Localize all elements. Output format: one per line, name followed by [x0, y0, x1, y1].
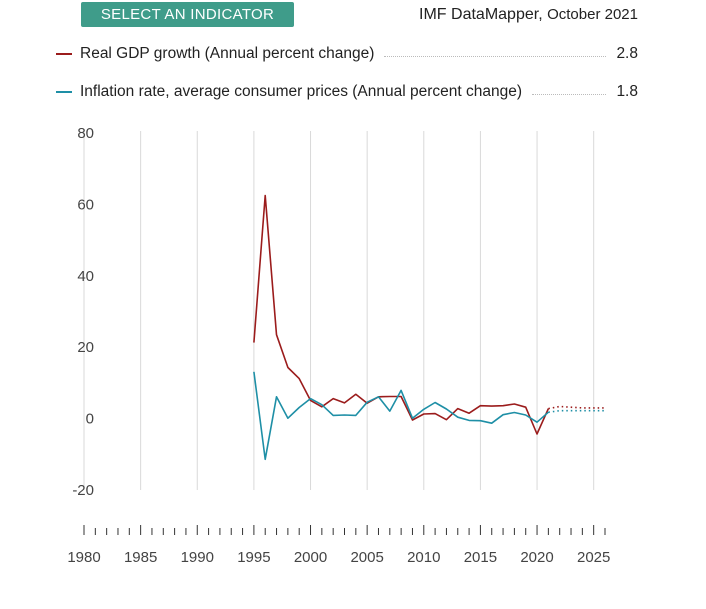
x-tick-label-1985: 1985: [124, 549, 157, 566]
x-tick-label-2010: 2010: [407, 549, 440, 566]
legend-label-inflation: Inflation rate, average consumer prices …: [80, 83, 522, 100]
y-tick-label-20: 20: [77, 339, 94, 356]
legend-swatch-gdp: [56, 53, 72, 55]
x-tick-label-2005: 2005: [350, 549, 383, 566]
legend-swatch-inflation: [56, 91, 72, 93]
x-tick-label-2025: 2025: [577, 549, 610, 566]
series-projection-0: [548, 405, 605, 410]
y-tick-label-0: 0: [86, 411, 94, 428]
legend-label-gdp: Real GDP growth (Annual percent change): [80, 45, 375, 62]
y-tick-label-60: 60: [77, 196, 94, 213]
legend-leader-gdp: [384, 55, 607, 57]
y-tick-label-40: 40: [77, 268, 94, 285]
legend-leader-inflation: [532, 93, 607, 95]
source-date: October 2021: [547, 6, 638, 23]
source-label: IMF DataMapper, October 2021: [419, 6, 638, 24]
legend-item-gdp[interactable]: Real GDP growth (Annual percent change) …: [56, 43, 638, 65]
x-tick-label-2015: 2015: [464, 549, 497, 566]
series-line-0: [253, 194, 550, 435]
y-tick-label--20: -20: [72, 482, 94, 499]
x-tick-label-1995: 1995: [237, 549, 270, 566]
legend-item-inflation[interactable]: Inflation rate, average consumer prices …: [56, 81, 638, 103]
x-tick-label-1990: 1990: [181, 549, 214, 566]
x-tick-label-2000: 2000: [294, 549, 327, 566]
source-name: IMF DataMapper,: [419, 6, 543, 23]
x-tick-label-2020: 2020: [520, 549, 553, 566]
select-indicator-button[interactable]: SELECT AN INDICATOR: [81, 2, 294, 27]
x-tick-label-1980: 1980: [67, 549, 100, 566]
series-projection-1: [548, 409, 605, 413]
legend-value-inflation: 1.8: [616, 83, 638, 100]
y-tick-label-80: 80: [77, 125, 94, 142]
series-line-1: [253, 371, 549, 461]
legend-value-gdp: 2.8: [616, 45, 638, 62]
